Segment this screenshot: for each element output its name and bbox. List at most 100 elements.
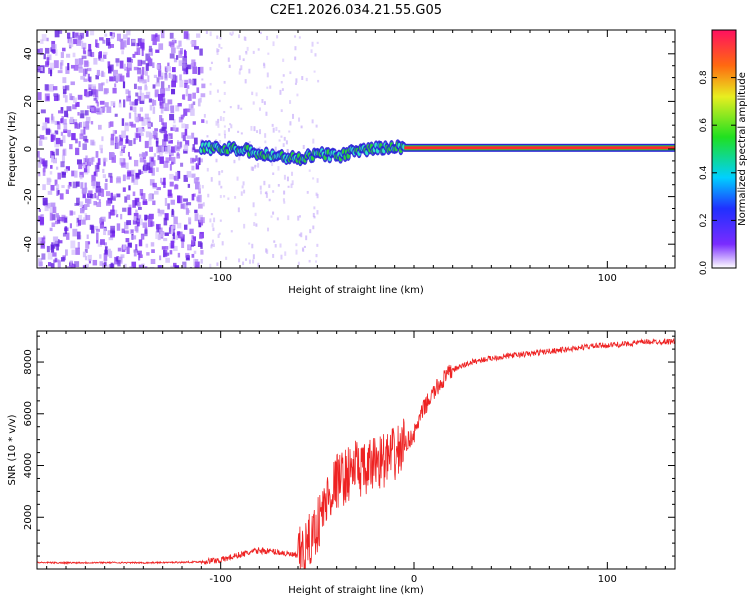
spectrogram-noise-cell	[135, 209, 138, 213]
spectrogram-noise-cell	[81, 40, 84, 47]
spectrogram-noise-cell	[317, 79, 320, 83]
spectrogram-noise-cell	[163, 238, 168, 242]
spectrogram-noise-cell	[220, 47, 223, 50]
spectrogram-noise-cell	[87, 67, 92, 72]
spectrogram-noise-cell	[76, 35, 82, 44]
spectrogram-noise-cell	[237, 207, 240, 213]
spectrogram-noise-cell	[46, 96, 50, 101]
spectrogram-noise-cell	[56, 187, 59, 196]
spectrogram-noise-cell	[165, 157, 170, 163]
spectrogram-noise-cell	[141, 118, 146, 126]
colorbar-gradient	[712, 30, 736, 268]
spectrogram-noise-cell	[213, 217, 216, 223]
spectrogram-noise-cell	[65, 85, 70, 91]
spectrogram-noise-cell	[82, 121, 87, 129]
spectrogram-noise-cell	[229, 106, 232, 109]
spectrogram-noise-cell	[138, 214, 142, 219]
spectrogram-noise-cell	[103, 228, 107, 236]
spectrogram-noise-cell	[295, 249, 298, 255]
spectrogram-noise-cell	[96, 111, 101, 115]
spectrogram-noise-cell	[85, 116, 91, 124]
spectrogram-noise-cell	[272, 172, 275, 175]
spectrogram-noise-cell	[77, 63, 83, 69]
spectrogram-noise-cell	[84, 249, 88, 253]
spectrogram-noise-cell	[223, 91, 226, 95]
spectrogram-noise-cell	[61, 185, 65, 189]
spectrogram-noise-cell	[131, 123, 136, 128]
spectrogram-noise-cell	[126, 220, 132, 226]
spectrogram-noise-cell	[223, 130, 226, 135]
spectrogram-noise-cell	[199, 97, 202, 103]
spectrogram-noise-cell	[157, 155, 160, 161]
spectrogram-noise-cell	[144, 266, 148, 268]
spectrogram-noise-cell	[80, 182, 84, 189]
spectrogram-noise-cell	[110, 44, 114, 48]
spectrogram-noise-cell	[85, 198, 90, 204]
spectrogram-noise-cell	[96, 240, 99, 244]
spectrogram-noise-cell	[212, 243, 215, 247]
spectrogram-noise-cell	[294, 35, 297, 38]
spectrogram-noise-cell	[124, 230, 129, 234]
snr-y-tick-label: 8000	[23, 349, 34, 374]
spectrogram-noise-cell	[206, 167, 209, 172]
spectrogram-noise-cell	[265, 193, 268, 198]
spectrogram-noise-cell	[205, 30, 208, 34]
spectrogram-noise-cell	[301, 76, 304, 80]
spectrogram-noise-cell	[180, 162, 184, 167]
spectrogram-noise-cell	[146, 215, 150, 219]
spectrogram-noise-cell	[171, 156, 176, 165]
spectrogram-noise-cell	[74, 58, 79, 66]
spectrogram-noise-cell	[251, 91, 254, 96]
spectrogram-noise-cell	[236, 176, 239, 181]
spectrogram-noise-cell	[154, 92, 158, 98]
spectrogram-noise-cell	[173, 175, 177, 180]
spectrogram-noise-cell	[262, 62, 265, 66]
spectrogram-noise-cell	[104, 249, 108, 255]
spectrogram-noise-cell	[127, 151, 131, 157]
spectrogram-noise-cell	[157, 208, 160, 214]
spectrogram-noise-cell	[161, 126, 167, 132]
spectrogram-noise-cell	[56, 215, 60, 222]
spectrogram-noise-cell	[95, 151, 99, 158]
spectrogram-noise-cell	[144, 71, 148, 76]
spectrogram-noise-cell	[101, 70, 104, 77]
spectrogram-noise-cell	[219, 116, 222, 121]
spectrogram-noise-cell	[84, 255, 88, 261]
spectrogram-noise-cell	[272, 190, 275, 193]
spectrogram-noise-cell	[250, 125, 253, 131]
spectrogram-noise-cell	[49, 129, 52, 133]
spectrogram-noise-cell	[132, 219, 138, 225]
spectrogram-noise-cell	[126, 37, 130, 45]
spectrogram-noise-cell	[38, 237, 42, 244]
spectrogram-noise-cell	[282, 58, 285, 62]
spectrogram-noise-cell	[159, 101, 164, 109]
spectrogram-noise-cell	[81, 219, 86, 225]
spectrogram-noise-cell	[284, 251, 287, 256]
spectrogram-noise-cell	[147, 123, 152, 128]
colorbar-tick-label: 0.2	[699, 213, 709, 227]
spectrogram-noise-cell	[128, 156, 132, 160]
spectrogram-noise-cell	[112, 87, 117, 94]
spectrogram-noise-cell	[120, 137, 123, 142]
spectrogram-noise-cell	[157, 93, 163, 101]
spectrogram-noise-cell	[87, 254, 92, 261]
spectrogram-noise-cell	[227, 128, 230, 132]
spectrogram-noise-cell	[186, 202, 192, 206]
spectrogram-noise-cell	[59, 62, 63, 70]
spectrogram-noise-cell	[184, 128, 188, 136]
spectrogram-noise-cell	[201, 83, 206, 89]
spectrogram-noise-cell	[54, 120, 58, 126]
spectrogram-noise-cell	[177, 252, 181, 258]
spectrogram-noise-cell	[96, 101, 99, 107]
spectrogram-noise-cell	[168, 139, 173, 144]
spectrogram-noise-cell	[74, 170, 78, 178]
spectrogram-noise-cell	[183, 144, 189, 152]
spectrogram-noise-cell	[69, 223, 72, 229]
spectrogram-noise-cell	[142, 164, 148, 171]
spectrogram-noise-cell	[72, 181, 78, 189]
spectrogram-noise-cell	[42, 122, 46, 130]
spectrogram-noise-cell	[70, 265, 75, 268]
spectrogram-noise-cell	[76, 181, 80, 187]
spectrogram-noise-cell	[216, 35, 219, 39]
spectrogram-noise-cell	[185, 252, 190, 258]
